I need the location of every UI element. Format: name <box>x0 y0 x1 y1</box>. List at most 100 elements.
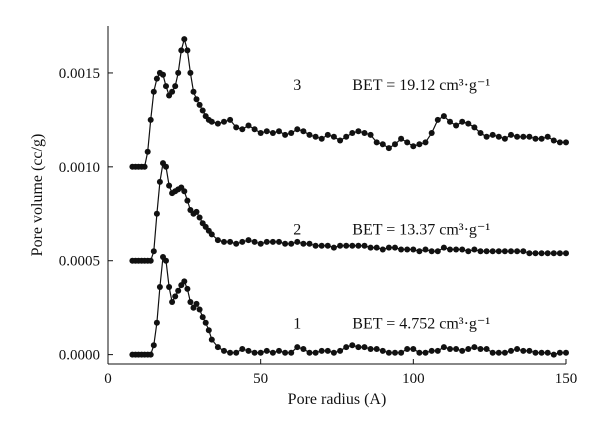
series-1-point <box>538 349 545 356</box>
series-2-point <box>349 242 356 249</box>
series-2-point <box>306 240 313 247</box>
series-1-point <box>526 347 533 354</box>
series-1-point <box>465 346 472 352</box>
axes <box>107 26 566 365</box>
series-3-point <box>300 128 307 135</box>
series-2-point <box>392 244 398 251</box>
series-3-point <box>324 131 331 138</box>
series-3-point <box>398 135 405 142</box>
series-2-point <box>379 246 386 253</box>
series-3-point <box>501 135 508 142</box>
series-3-point <box>214 120 221 127</box>
series-2-point <box>184 197 191 204</box>
series-1-point <box>251 349 258 356</box>
series-2-point <box>156 178 163 185</box>
series-3-point <box>361 130 368 136</box>
series-1-point <box>361 344 368 351</box>
series-2-point <box>282 240 289 247</box>
series-3-bet-label: BET = 19.12 cm³·g⁻¹ <box>352 77 490 94</box>
series-1-point <box>294 344 301 351</box>
series-3-point <box>538 135 545 142</box>
series-1-point <box>239 346 246 352</box>
series-3-point <box>221 118 227 125</box>
series-1-point <box>556 349 563 356</box>
series-1-point <box>153 319 160 326</box>
series-1-point <box>483 346 490 352</box>
series-2-point <box>373 244 380 251</box>
series-1-point <box>202 319 209 326</box>
series-2-point <box>514 248 521 255</box>
series-3-point <box>312 133 319 140</box>
series-3-point <box>428 130 435 136</box>
series-2-point <box>263 238 270 245</box>
x-ticks: 0 50 100 150 <box>104 359 577 387</box>
series-1-point <box>312 349 319 356</box>
series-1-point <box>398 349 405 356</box>
series-2-point <box>239 238 246 245</box>
series-2-point <box>324 242 331 249</box>
series-1-point <box>514 346 521 352</box>
series-2-point <box>459 246 466 253</box>
series-2-point <box>214 237 221 244</box>
series-2-point <box>147 257 154 264</box>
series-1-point <box>187 299 194 305</box>
series-1-point <box>563 349 569 356</box>
series-1-point <box>199 314 206 321</box>
series-1-point <box>276 347 282 354</box>
series-3-point <box>440 113 447 120</box>
series-2-point <box>471 246 478 253</box>
series-3-point <box>563 139 569 146</box>
series-2-point <box>276 238 282 245</box>
series-3-point <box>199 107 206 114</box>
series-3-point <box>251 126 258 133</box>
series-2-point <box>193 208 200 215</box>
series-1-point <box>453 346 460 352</box>
series-2-point <box>312 242 319 249</box>
series-1-point <box>495 349 502 356</box>
series-1-point <box>227 349 234 356</box>
series-1-point <box>416 349 423 356</box>
series-3-point <box>544 133 551 140</box>
series-1-point <box>257 349 264 356</box>
series-1-point <box>172 293 179 300</box>
series-1-point <box>233 349 240 356</box>
series-2-point <box>538 250 545 257</box>
series-3-point <box>208 118 215 125</box>
series-1-point <box>434 347 441 354</box>
series-1-point <box>404 346 411 352</box>
series-1-point <box>440 344 447 351</box>
series-2-point <box>508 248 514 255</box>
series-3-point <box>556 139 563 146</box>
series-3-point <box>373 139 380 146</box>
series-2-point <box>563 250 569 257</box>
series-2-point <box>434 248 441 255</box>
series-3-point <box>181 36 188 43</box>
series-1-point <box>196 306 203 313</box>
series-3-point <box>239 126 246 133</box>
series-1-point <box>318 347 325 354</box>
series-3-point <box>245 122 252 129</box>
series-2-point <box>251 238 258 245</box>
series-2-point <box>318 242 325 249</box>
series-3-point <box>147 116 154 123</box>
series-3-point <box>233 124 240 131</box>
series-1-point <box>245 347 252 354</box>
series-2-point <box>163 163 169 170</box>
y-tick-label: 0.0010 <box>59 160 100 176</box>
series-2-point <box>208 231 215 238</box>
series-3-point <box>163 83 169 90</box>
series-1-bet-label: BET = 4.752 cm³·g⁻¹ <box>352 315 490 332</box>
series-3-point <box>172 83 179 90</box>
series-1-point <box>193 300 200 307</box>
series-3-point <box>337 137 344 144</box>
series-2-point <box>404 246 411 253</box>
series-2-point <box>181 188 188 195</box>
series-3-point <box>434 116 441 123</box>
series-1-point <box>459 347 466 354</box>
series-2-point <box>288 240 295 247</box>
series-1-point <box>300 346 307 352</box>
series-3-point <box>367 131 374 138</box>
y-tick-label: 0.0005 <box>59 254 100 270</box>
series-1-point <box>422 349 429 356</box>
series-1-point <box>269 349 276 356</box>
